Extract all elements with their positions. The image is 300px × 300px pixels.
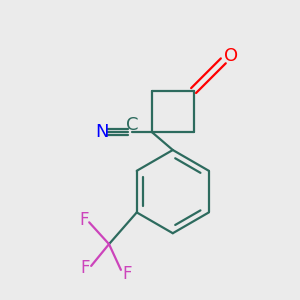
Text: F: F	[80, 211, 89, 229]
Text: O: O	[224, 47, 238, 65]
Text: F: F	[122, 265, 132, 283]
Text: F: F	[80, 259, 90, 277]
Text: N: N	[96, 123, 109, 141]
Text: C: C	[126, 116, 138, 134]
